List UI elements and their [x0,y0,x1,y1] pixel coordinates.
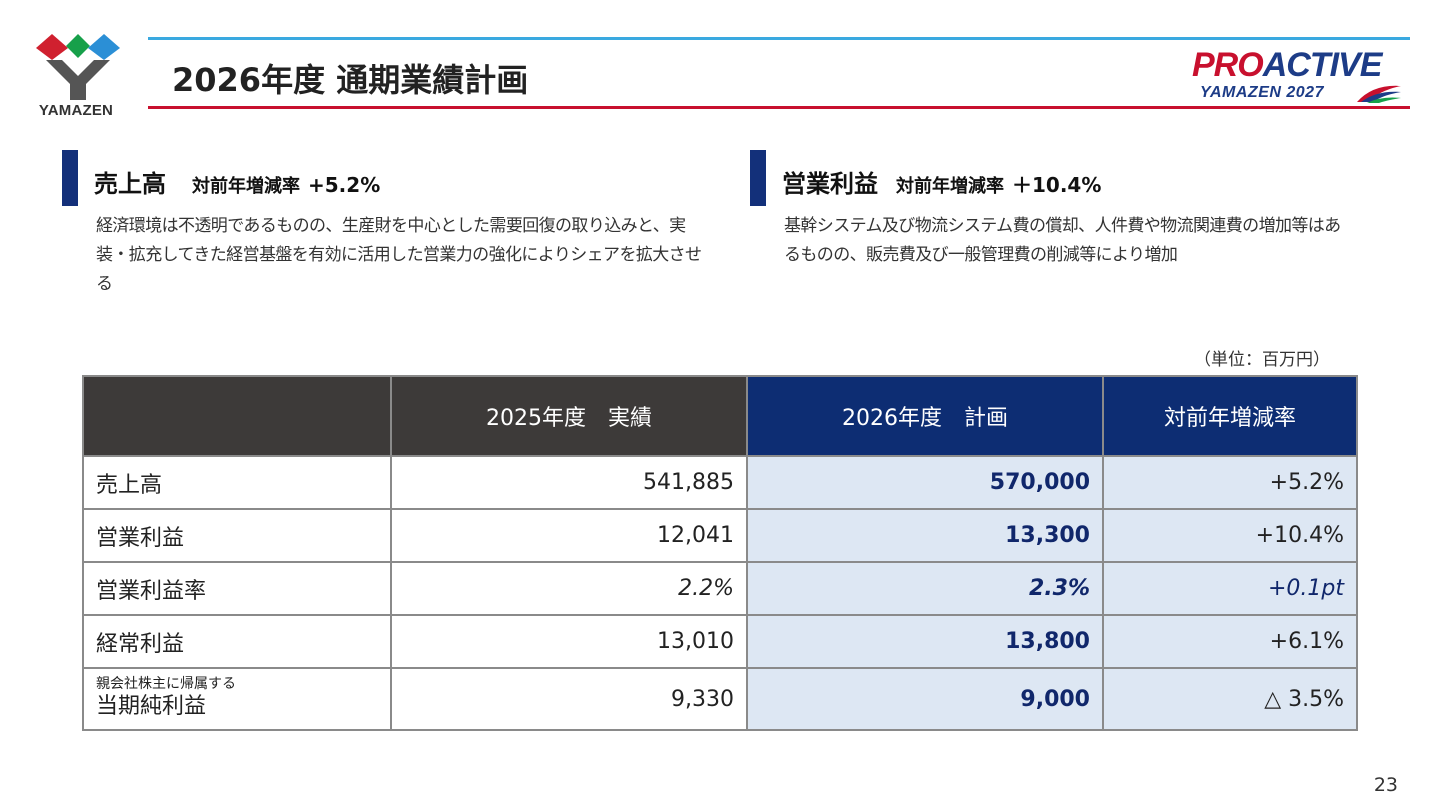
cell-actual: 12,041 [390,508,748,563]
cell-change: +5.2% [1102,455,1358,510]
section-value: +5.2% [308,173,381,197]
row-label-prefix: 親会社株主に帰属する [96,676,236,692]
table-row: 経常利益 13,010 13,800 +6.1% [82,614,1358,669]
header-rule-top [148,37,1410,40]
table-row: 売上高 541,885 570,000 +5.2% [82,455,1358,510]
financial-plan-table: 2025年度 実績 2026年度 計画 対前年増減率 売上高 541,885 5… [82,375,1358,731]
row-label-main: 当期純利益 [96,694,207,719]
table-row: 親会社株主に帰属する 当期純利益 9,330 9,000 △ 3.5% [82,667,1358,731]
section-accent-bar [62,150,78,206]
proactive-logo: PROACTIVE YAMAZEN 2027 [1190,48,1406,106]
row-label: 営業利益率 [82,561,392,616]
cell-change: △ 3.5% [1102,667,1358,731]
section-subtitle: 対前年増減率 [896,176,1004,197]
row-label: 経常利益 [82,614,392,669]
section-title: 売上高 [94,170,166,198]
cell-change: +0.1pt [1102,561,1358,616]
header-cell-actual: 2025年度 実績 [390,375,748,457]
cell-plan: 9,000 [746,667,1104,731]
table-header-row: 2025年度 実績 2026年度 計画 対前年増減率 [82,375,1358,457]
section-accent-bar [750,150,766,206]
row-label: 営業利益 [82,508,392,563]
page-title: 2026年度 通期業績計画 [172,61,529,99]
cell-change: +10.4% [1102,508,1358,563]
section-title: 営業利益 [782,170,878,198]
header-cell-plan: 2026年度 計画 [746,375,1104,457]
section-description: 経済環境は不透明であるものの、生産財を中心とした需要回復の取り込みと、実装・拡充… [96,216,702,294]
wave-swoosh-icon [1357,85,1401,103]
cell-actual: 541,885 [390,455,748,510]
section-heading: 営業利益 対前年増減率 ＋10.4% [782,164,1101,199]
page-number: 23 [1373,774,1398,796]
cell-actual: 2.2% [390,561,748,616]
brand-logo-sub: YAMAZEN 2027 [1200,84,1324,101]
brand-logo-part2: ACTIVE [1262,46,1383,84]
row-label: 売上高 [82,455,392,510]
company-logo: YAMAZEN [28,32,128,122]
table-row: 営業利益 12,041 13,300 +10.4% [82,508,1358,563]
cell-plan: 2.3% [746,561,1104,616]
row-label: 親会社株主に帰属する 当期純利益 [82,667,392,731]
section-description: 基幹システム及び物流システム費の償却、人件費や物流関連費の増加等はあるものの、販… [784,216,1341,265]
cell-actual: 9,330 [390,667,748,731]
cell-plan: 570,000 [746,455,1104,510]
section-subtitle: 対前年増減率 [192,176,300,197]
header-cell-change: 対前年増減率 [1102,375,1358,457]
unit-note: （単位：百万円） [1194,350,1330,370]
table-row: 営業利益率 2.2% 2.3% +0.1pt [82,561,1358,616]
logo-text: YAMAZEN [38,102,114,119]
brand-logo-part1: PRO [1192,46,1264,84]
section-heading: 売上高 対前年増減率 +5.2% [94,164,380,199]
yamazen-logo-icon [36,34,120,100]
cell-plan: 13,800 [746,614,1104,669]
cell-plan: 13,300 [746,508,1104,563]
section-value: ＋10.4% [1012,173,1102,197]
header-rule-bottom [148,106,1410,109]
header-cell-blank [82,375,392,457]
cell-change: +6.1% [1102,614,1358,669]
cell-actual: 13,010 [390,614,748,669]
